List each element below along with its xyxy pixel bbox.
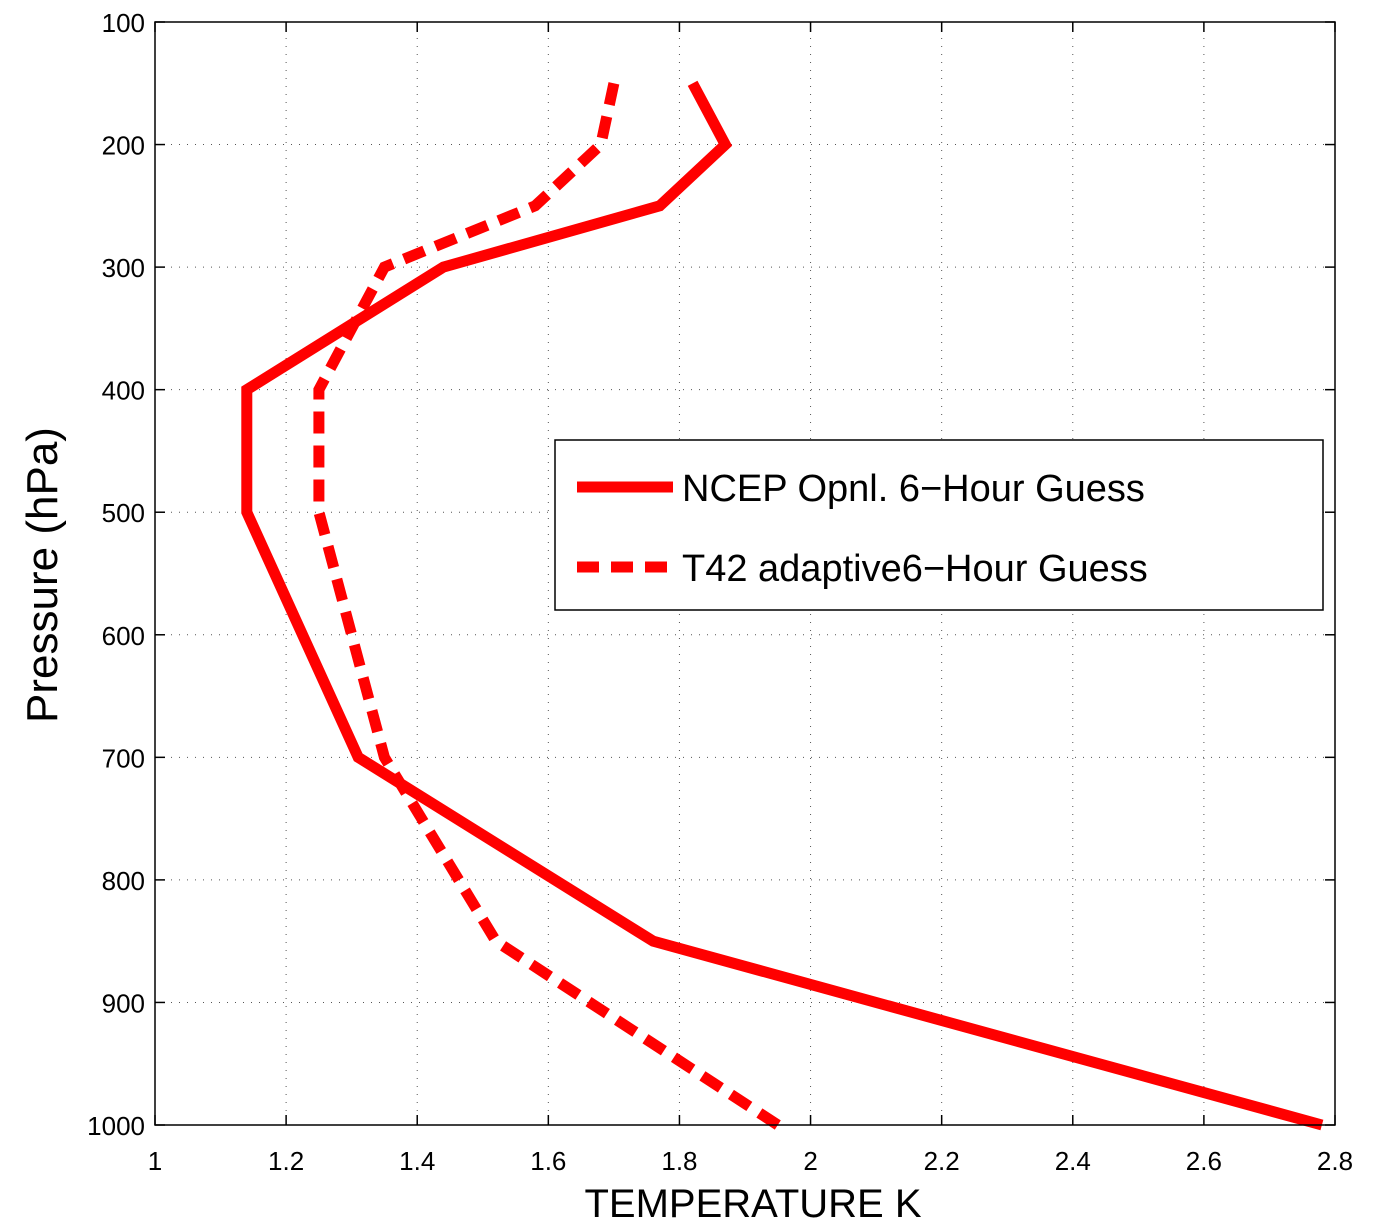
axes [154,21,1336,1126]
x-tick-label: 1.6 [530,1146,566,1176]
y-tick-label: 800 [102,866,145,896]
y-axis-label: Pressure (hPa) [18,427,67,723]
x-tick-label: 2.6 [1186,1146,1222,1176]
plot-frame [154,21,1336,1126]
y-tick-label: 600 [102,621,145,651]
series-layer [241,80,1324,1131]
y-tick-label: 300 [102,253,145,283]
series-line-0 [241,80,1324,1131]
x-tick-label: 2 [803,1146,817,1176]
y-tick-label: 500 [102,498,145,528]
y-tick-label: 1000 [87,1111,145,1141]
legend-label-ncep: NCEP Opnl. 6−Hour Guess [682,468,1145,510]
y-tick-label: 100 [102,8,145,38]
y-tick-label: 400 [102,376,145,406]
x-tick-label: 1.2 [268,1146,304,1176]
x-tick-label: 2.4 [1055,1146,1091,1176]
x-tick-label: 1 [148,1146,162,1176]
legend-box [554,439,1324,611]
x-axis-label: TEMPERATURE K [584,1182,921,1225]
y-tick-label: 200 [102,131,145,161]
legend-label-t42: T42 adaptive6−Hour Guess [682,548,1148,590]
ticks: 1 1.2 1.4 1.6 1.8 2 2.2 2.4 2.6 2.8 100 200 300 400 50… [87,8,1353,1176]
x-tick-label: 2.8 [1317,1146,1353,1176]
x-tick-label: 2.2 [924,1146,960,1176]
y-tick-label: 700 [102,743,145,773]
x-tick-label: 1.4 [399,1146,435,1176]
series-line-1 [313,82,781,1130]
y-tick-label: 900 [102,988,145,1018]
legend: NCEP Opnl. 6−Hour Guess T42 adaptive6−Ho… [554,439,1324,611]
x-tick-label: 1.8 [661,1146,697,1176]
